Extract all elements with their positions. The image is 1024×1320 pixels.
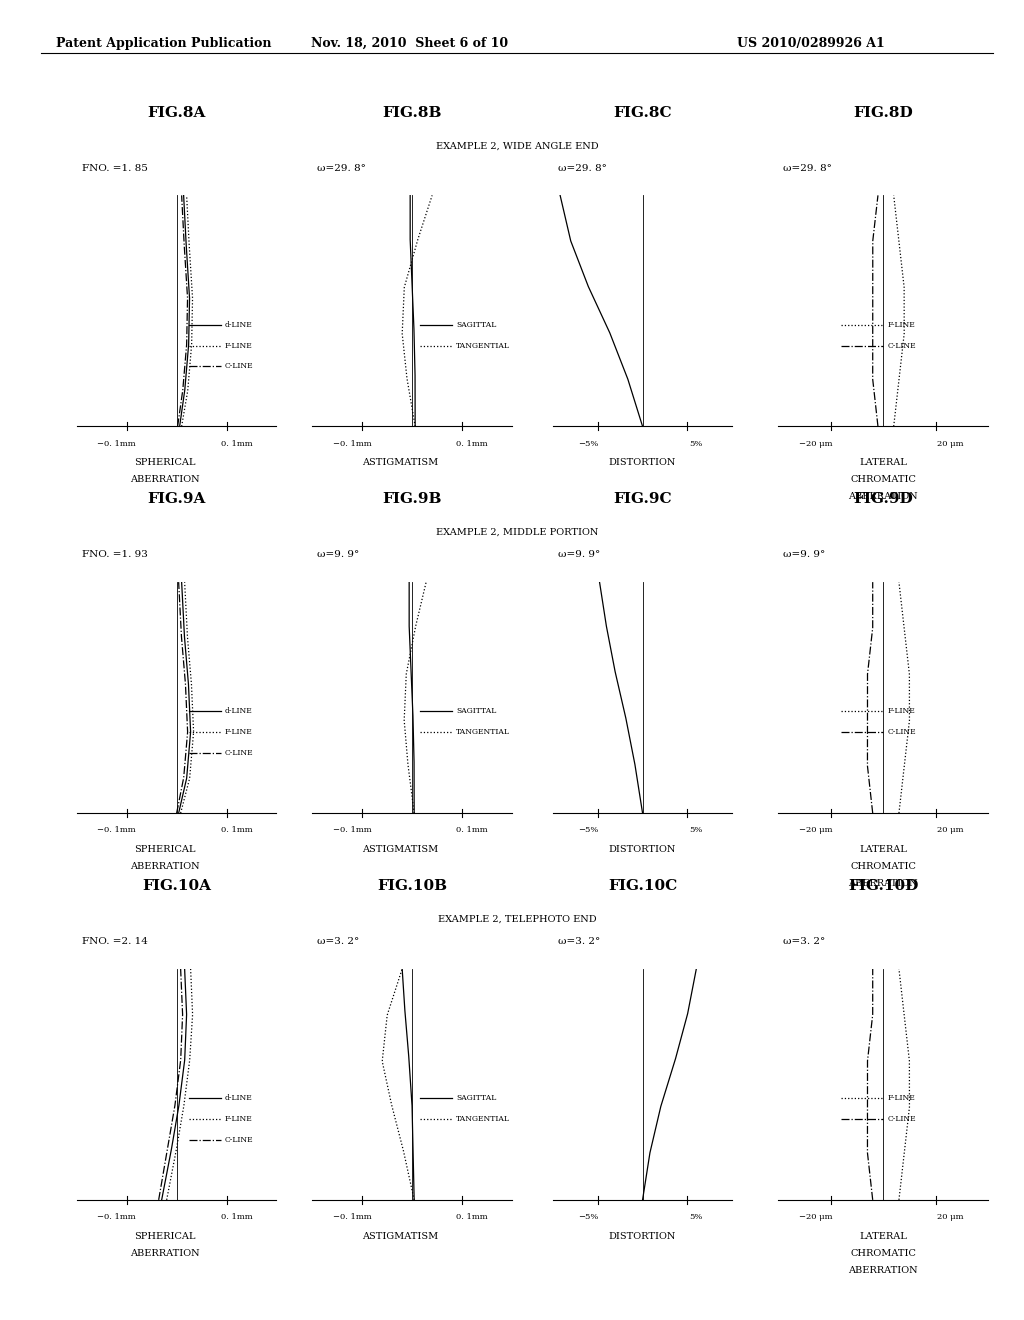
- Text: F-LINE: F-LINE: [224, 729, 252, 737]
- Text: ω=9. 9°: ω=9. 9°: [317, 550, 359, 560]
- Text: FIG.10B: FIG.10B: [377, 879, 447, 894]
- Text: ASTIGMATISM: ASTIGMATISM: [362, 458, 438, 467]
- Text: d-LINE: d-LINE: [224, 321, 252, 329]
- Text: LATERAL: LATERAL: [859, 845, 907, 854]
- Text: FNO. =1. 85: FNO. =1. 85: [82, 164, 147, 173]
- Text: LATERAL: LATERAL: [859, 458, 907, 467]
- Text: FIG.8C: FIG.8C: [613, 106, 672, 120]
- Text: 0. 1mm: 0. 1mm: [457, 1213, 487, 1221]
- Text: ASTIGMATISM: ASTIGMATISM: [362, 1232, 438, 1241]
- Text: CHROMATIC: CHROMATIC: [850, 475, 916, 484]
- Text: −20 μm: −20 μm: [800, 440, 833, 447]
- Text: ω=29. 8°: ω=29. 8°: [783, 164, 833, 173]
- Text: −5%: −5%: [579, 440, 599, 447]
- Text: C-LINE: C-LINE: [224, 362, 253, 371]
- Text: Patent Application Publication: Patent Application Publication: [56, 37, 271, 50]
- Text: ABERRATION: ABERRATION: [849, 492, 918, 502]
- Text: FNO. =2. 14: FNO. =2. 14: [82, 937, 147, 946]
- Text: TANGENTIAL: TANGENTIAL: [456, 342, 510, 350]
- Text: SAGITTAL: SAGITTAL: [456, 708, 497, 715]
- Text: SPHERICAL: SPHERICAL: [134, 845, 196, 854]
- Text: ω=29. 8°: ω=29. 8°: [317, 164, 367, 173]
- Text: FIG.9D: FIG.9D: [853, 492, 913, 507]
- Text: C-LINE: C-LINE: [888, 729, 916, 737]
- Text: Nov. 18, 2010  Sheet 6 of 10: Nov. 18, 2010 Sheet 6 of 10: [311, 37, 508, 50]
- Text: 0. 1mm: 0. 1mm: [221, 440, 252, 447]
- Text: FIG.8B: FIG.8B: [382, 106, 442, 120]
- Text: 5%: 5%: [689, 826, 703, 834]
- Text: 5%: 5%: [689, 440, 703, 447]
- Text: ABERRATION: ABERRATION: [130, 862, 200, 871]
- Text: −0. 1mm: −0. 1mm: [97, 1213, 136, 1221]
- Text: US 2010/0289926 A1: US 2010/0289926 A1: [737, 37, 885, 50]
- Text: DISTORTION: DISTORTION: [609, 458, 676, 467]
- Text: ω=3. 2°: ω=3. 2°: [317, 937, 359, 946]
- Text: 20 μm: 20 μm: [937, 440, 964, 447]
- Text: TANGENTIAL: TANGENTIAL: [456, 729, 510, 737]
- Text: −20 μm: −20 μm: [800, 1213, 833, 1221]
- Text: −0. 1mm: −0. 1mm: [333, 1213, 372, 1221]
- Text: C-LINE: C-LINE: [888, 342, 916, 350]
- Text: FIG.8A: FIG.8A: [147, 106, 206, 120]
- Text: d-LINE: d-LINE: [224, 1094, 252, 1102]
- Text: F-LINE: F-LINE: [888, 321, 915, 329]
- Text: FIG.10C: FIG.10C: [608, 879, 677, 894]
- Text: 0. 1mm: 0. 1mm: [457, 826, 487, 834]
- Text: ω=29. 8°: ω=29. 8°: [558, 164, 607, 173]
- Text: ω=9. 9°: ω=9. 9°: [558, 550, 600, 560]
- Text: −0. 1mm: −0. 1mm: [97, 440, 136, 447]
- Text: −20 μm: −20 μm: [800, 826, 833, 834]
- Text: 20 μm: 20 μm: [937, 826, 964, 834]
- Text: LATERAL: LATERAL: [859, 1232, 907, 1241]
- Text: 0. 1mm: 0. 1mm: [457, 440, 487, 447]
- Text: d-LINE: d-LINE: [224, 708, 252, 715]
- Text: −0. 1mm: −0. 1mm: [97, 826, 136, 834]
- Text: C-LINE: C-LINE: [224, 1135, 253, 1144]
- Text: 5%: 5%: [689, 1213, 703, 1221]
- Text: FIG.10D: FIG.10D: [848, 879, 919, 894]
- Text: FIG.10A: FIG.10A: [142, 879, 211, 894]
- Text: EXAMPLE 2, TELEPHOTO END: EXAMPLE 2, TELEPHOTO END: [438, 915, 596, 924]
- Text: C-LINE: C-LINE: [224, 748, 253, 758]
- Text: F-LINE: F-LINE: [224, 342, 252, 350]
- Text: −5%: −5%: [579, 826, 599, 834]
- Text: EXAMPLE 2, MIDDLE PORTION: EXAMPLE 2, MIDDLE PORTION: [436, 528, 598, 537]
- Text: ASTIGMATISM: ASTIGMATISM: [362, 845, 438, 854]
- Text: −0. 1mm: −0. 1mm: [333, 440, 372, 447]
- Text: 20 μm: 20 μm: [937, 1213, 964, 1221]
- Text: FIG.8D: FIG.8D: [853, 106, 913, 120]
- Text: F-LINE: F-LINE: [888, 1094, 915, 1102]
- Text: SAGITTAL: SAGITTAL: [456, 1094, 497, 1102]
- Text: −0. 1mm: −0. 1mm: [333, 826, 372, 834]
- Text: ABERRATION: ABERRATION: [849, 879, 918, 888]
- Text: C-LINE: C-LINE: [888, 1115, 916, 1123]
- Text: EXAMPLE 2, WIDE ANGLE END: EXAMPLE 2, WIDE ANGLE END: [436, 141, 598, 150]
- Text: CHROMATIC: CHROMATIC: [850, 862, 916, 871]
- Text: ABERRATION: ABERRATION: [130, 1249, 200, 1258]
- Text: 0. 1mm: 0. 1mm: [221, 826, 252, 834]
- Text: F-LINE: F-LINE: [888, 708, 915, 715]
- Text: FIG.9C: FIG.9C: [613, 492, 672, 507]
- Text: SPHERICAL: SPHERICAL: [134, 458, 196, 467]
- Text: CHROMATIC: CHROMATIC: [850, 1249, 916, 1258]
- Text: F-LINE: F-LINE: [224, 1115, 252, 1123]
- Text: FNO. =1. 93: FNO. =1. 93: [82, 550, 147, 560]
- Text: ABERRATION: ABERRATION: [849, 1266, 918, 1275]
- Text: ω=3. 2°: ω=3. 2°: [558, 937, 600, 946]
- Text: FIG.9A: FIG.9A: [147, 492, 206, 507]
- Text: ω=9. 9°: ω=9. 9°: [783, 550, 825, 560]
- Text: −5%: −5%: [579, 1213, 599, 1221]
- Text: SPHERICAL: SPHERICAL: [134, 1232, 196, 1241]
- Text: FIG.9B: FIG.9B: [382, 492, 442, 507]
- Text: ABERRATION: ABERRATION: [130, 475, 200, 484]
- Text: TANGENTIAL: TANGENTIAL: [456, 1115, 510, 1123]
- Text: DISTORTION: DISTORTION: [609, 845, 676, 854]
- Text: DISTORTION: DISTORTION: [609, 1232, 676, 1241]
- Text: SAGITTAL: SAGITTAL: [456, 321, 497, 329]
- Text: 0. 1mm: 0. 1mm: [221, 1213, 252, 1221]
- Text: ω=3. 2°: ω=3. 2°: [783, 937, 825, 946]
